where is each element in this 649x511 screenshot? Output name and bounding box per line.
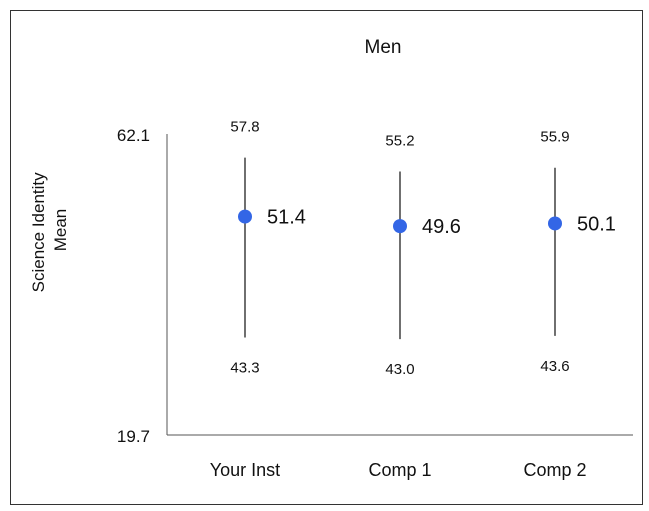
mean-label: 50.1 [577,213,616,235]
lower-bound-label: 43.0 [385,361,414,378]
upper-bound-label: 55.2 [385,132,414,149]
mean-point [393,219,407,234]
upper-bound-label: 57.8 [230,119,259,136]
y-tick-max: 62.1 [117,126,150,145]
x-tick-label: Comp 1 [368,460,431,480]
upper-bound-label: 55.9 [540,129,569,146]
lower-bound-label: 43.3 [230,360,259,377]
y-axis-label: Science Identity Mean [29,168,70,293]
y-tick-min: 19.7 [117,427,150,446]
lower-bound-label: 43.6 [540,358,569,375]
mean-point [548,216,562,231]
chart-frame [10,10,643,505]
chart-title: Men [365,37,402,58]
x-tick-label: Comp 2 [523,460,586,480]
mean-point [238,209,252,224]
x-tick-label: Your Inst [210,460,280,480]
mean-label: 49.6 [422,216,461,238]
mean-label: 51.4 [267,207,306,229]
